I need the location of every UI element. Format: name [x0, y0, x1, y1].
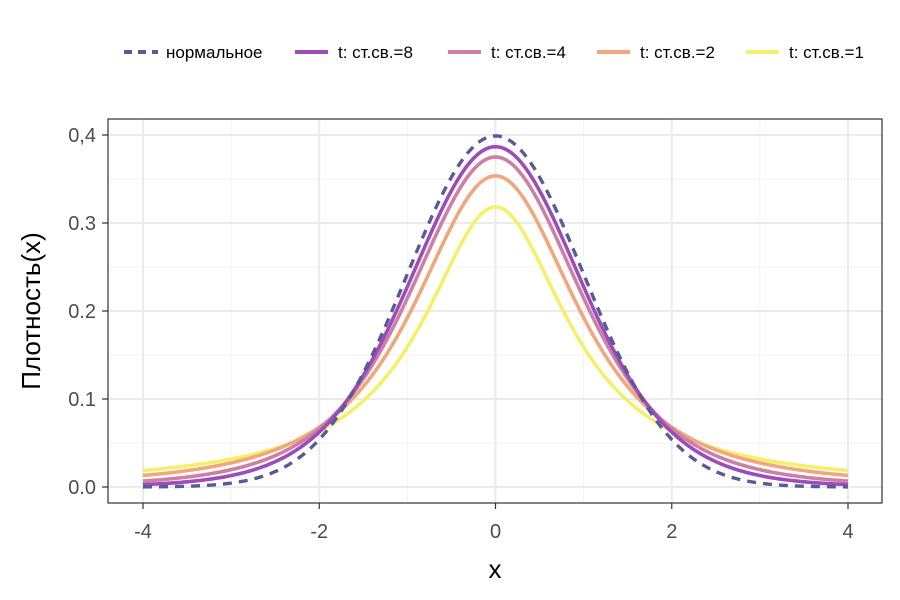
x-tick-label: -4: [134, 521, 152, 543]
density-curves: [142, 134, 849, 489]
y-axis: 0.0 0.1 0.2 0.3 0,4: [68, 125, 108, 499]
legend-item-t-df2: t: ст.св.=2: [597, 43, 715, 62]
y-tick-label: 0.0: [68, 477, 96, 499]
x-tick-label: 4: [842, 521, 853, 543]
legend-label-t-df8: t: ст.св.=8: [338, 43, 413, 62]
legend-item-t-df8: t: ст.св.=8: [295, 43, 413, 62]
legend-label-t-df2: t: ст.св.=2: [640, 43, 715, 62]
x-axis: -4 -2 0 2 4: [134, 503, 854, 543]
x-tick-label: -2: [310, 521, 328, 543]
y-tick-label: 0.1: [68, 389, 96, 411]
x-tick-label: 0: [490, 521, 501, 543]
curve-normal: [142, 134, 849, 489]
curve-t-df1: [142, 205, 849, 473]
legend-label-t-df1: t: ст.св.=1: [789, 43, 864, 62]
legend-label-normal: нормальное: [166, 43, 263, 62]
x-axis-title: x: [489, 554, 502, 584]
y-tick-label: 0.2: [68, 301, 96, 323]
legend: нормальное t: ст.св.=8 t: ст.св.=4 t: ст…: [124, 43, 864, 62]
y-tick-label: 0,4: [68, 125, 96, 147]
legend-item-t-df4: t: ст.св.=4: [448, 43, 566, 62]
curve-t-df8: [142, 144, 849, 487]
x-tick-label: 2: [666, 521, 677, 543]
curve-t-df2: [142, 174, 849, 478]
y-axis-title: Плотность(x): [16, 232, 46, 390]
legend-label-t-df4: t: ст.св.=4: [491, 43, 566, 62]
legend-item-normal: нормальное: [124, 43, 263, 62]
legend-item-t-df1: t: ст.св.=1: [746, 43, 864, 62]
curve-t-df4: [142, 155, 849, 483]
y-tick-label: 0.3: [68, 213, 96, 235]
plot-panel: [107, 118, 883, 504]
major-gridlines: [108, 119, 882, 503]
